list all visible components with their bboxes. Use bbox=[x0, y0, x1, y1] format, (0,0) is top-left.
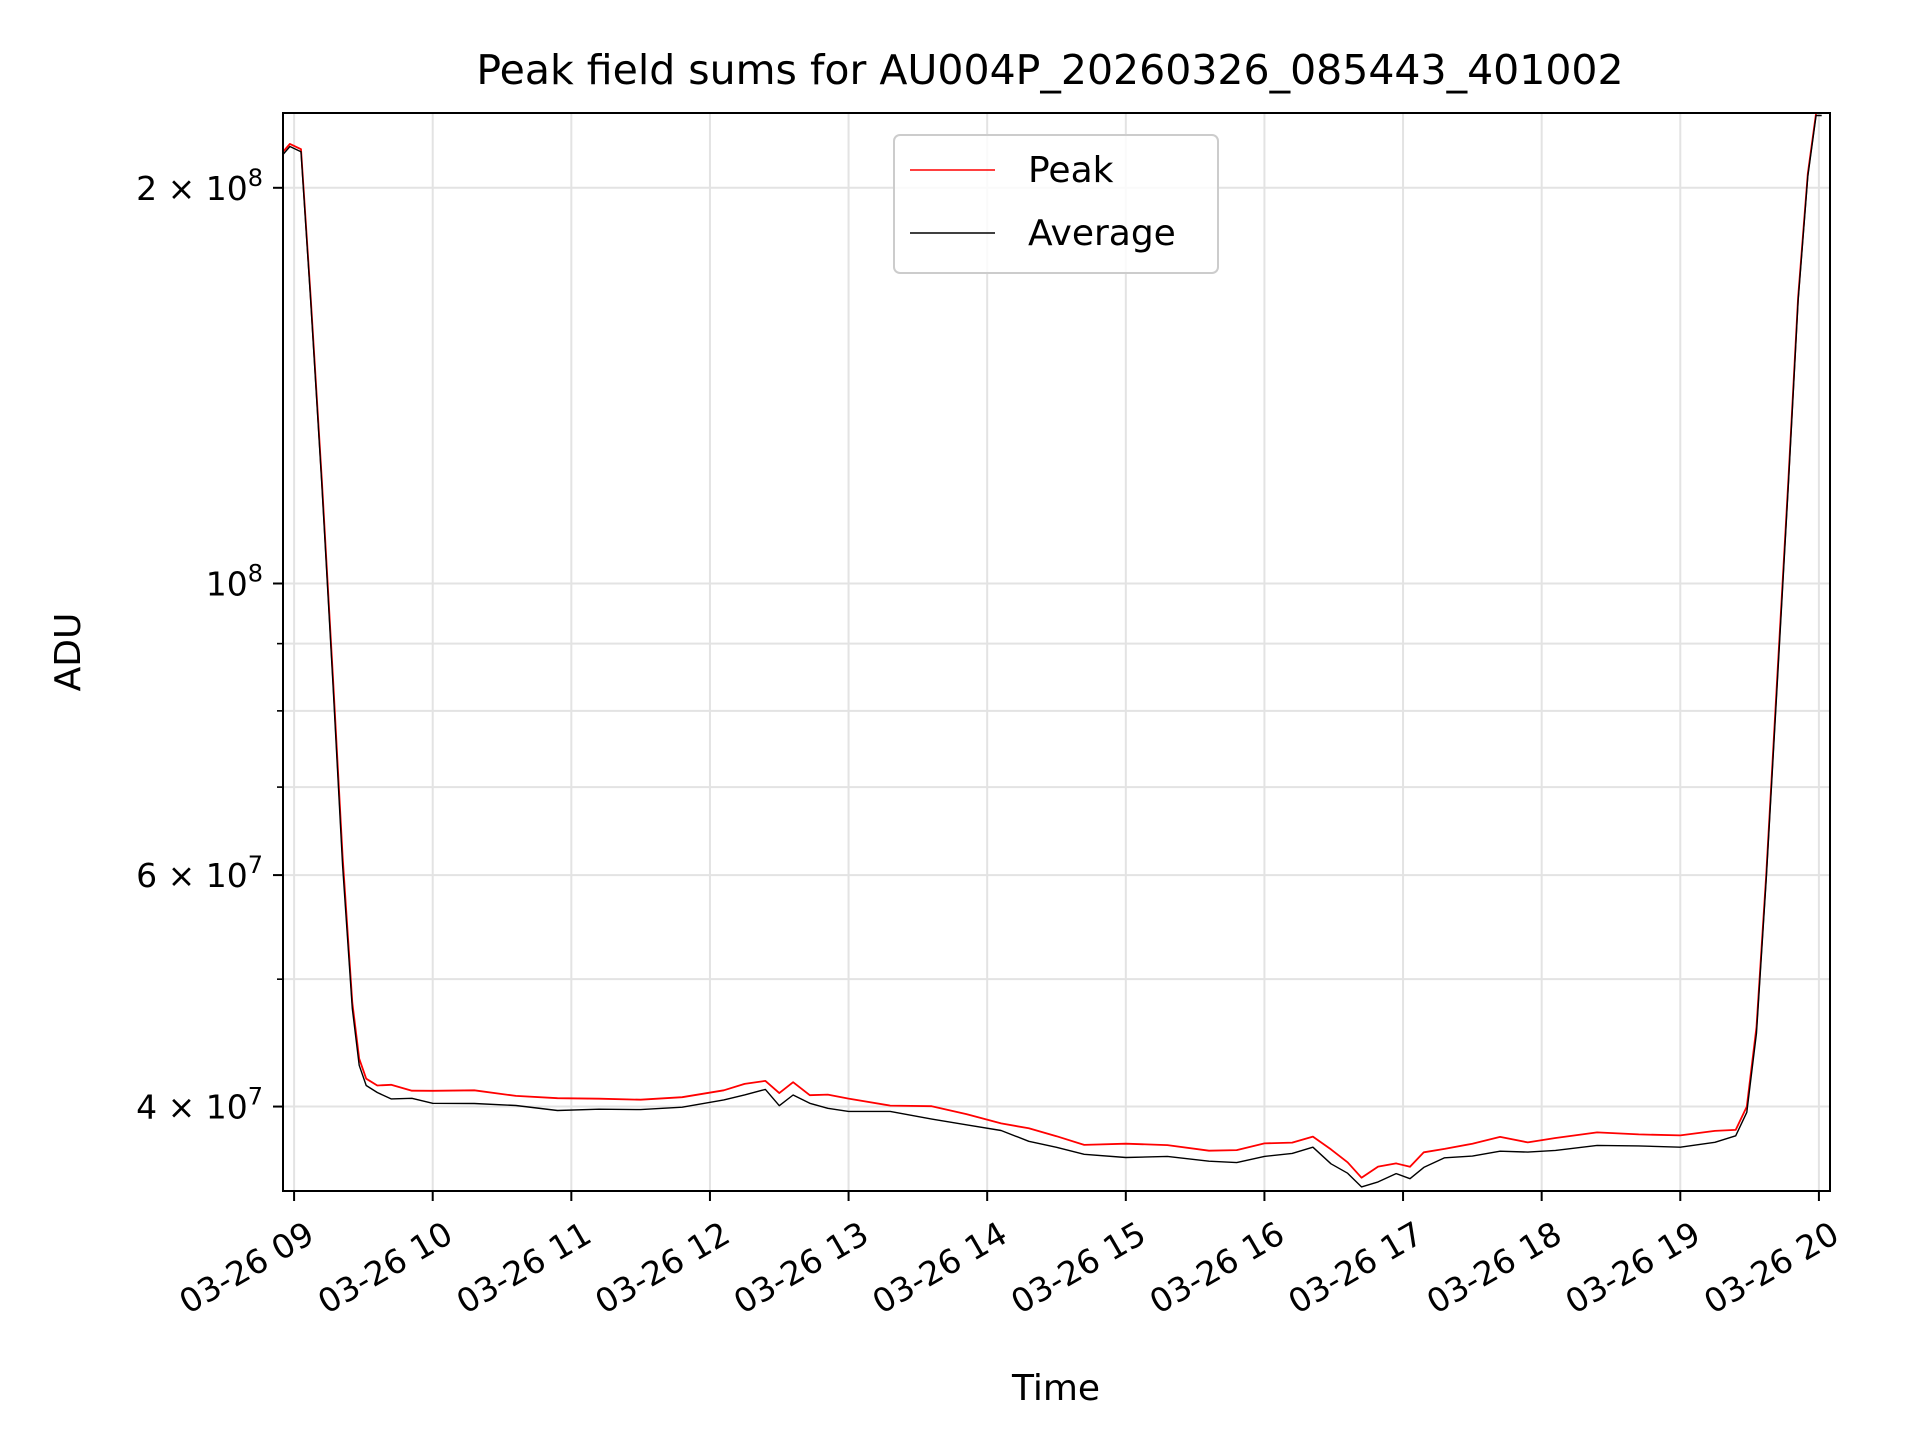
series-line-average bbox=[282, 114, 1822, 1188]
legend-average-label: Average bbox=[1028, 213, 1176, 254]
legend: Peak Average bbox=[893, 134, 1219, 274]
y-tick-label: 6 × 107 bbox=[136, 851, 263, 895]
legend-peak-label: Peak bbox=[1028, 150, 1114, 191]
y-tick-label: 108 bbox=[206, 559, 263, 603]
y-tick-label: 4 × 107 bbox=[136, 1083, 263, 1127]
series-line-peak bbox=[282, 112, 1822, 1179]
grid-layer bbox=[283, 113, 1830, 1191]
y-axis-label: ADU bbox=[48, 613, 89, 692]
x-axis-label: Time bbox=[1011, 1368, 1100, 1409]
series-layer bbox=[282, 112, 1822, 1188]
y-axis: 4 × 107 6 × 107 108 2 × 108 bbox=[136, 164, 283, 1127]
plot-frame bbox=[282, 112, 1831, 1192]
chart-title: Peak field sums for AU004P_20260326_0854… bbox=[476, 46, 1623, 94]
y-tick-label: 2 × 108 bbox=[136, 164, 263, 208]
